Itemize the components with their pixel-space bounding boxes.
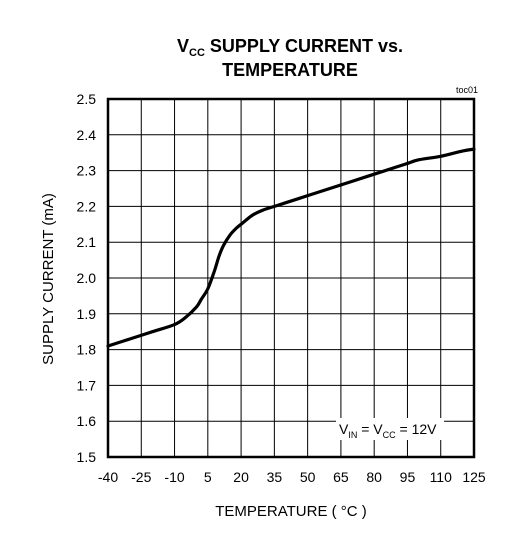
- annotation-vin: V: [339, 421, 349, 437]
- corner-tag: toc01: [456, 85, 478, 95]
- x-tick-label: -25: [131, 469, 151, 485]
- y-tick-label: 1.6: [77, 413, 97, 429]
- annotation-vin-sub: IN: [348, 430, 357, 440]
- title-rest: SUPPLY CURRENT vs.: [205, 36, 403, 56]
- y-tick-label: 1.8: [77, 342, 97, 358]
- y-tick-label: 2.3: [77, 163, 97, 179]
- x-tick-label: 125: [462, 469, 486, 485]
- y-tick-label: 1.7: [77, 377, 97, 393]
- x-tick-label: 20: [233, 469, 249, 485]
- y-tick-label: 2.5: [77, 91, 97, 107]
- annotation-eq1: = V: [357, 421, 383, 437]
- y-tick-label: 2.4: [77, 127, 97, 143]
- x-tick-label: 35: [267, 469, 283, 485]
- x-tick-label: 5: [204, 469, 212, 485]
- supply-current-line: [106, 147, 476, 348]
- plot-frame: [106, 97, 476, 459]
- annotation-vcc-sub: CC: [383, 430, 396, 440]
- series: [106, 147, 476, 348]
- title-cc-subscript: CC: [189, 47, 205, 59]
- grid: [107, 98, 475, 458]
- y-tick-label: 2.2: [77, 198, 97, 214]
- x-tick-label: 80: [366, 469, 382, 485]
- chart-title-line1: VCC SUPPLY CURRENT vs.: [177, 36, 403, 59]
- chart-title-line2: TEMPERATURE: [222, 60, 358, 80]
- y-tick-label: 2.1: [77, 234, 97, 250]
- x-tick-label: 95: [400, 469, 416, 485]
- plot-border: [106, 97, 476, 459]
- y-tick-label: 1.9: [77, 306, 97, 322]
- x-tick-label: 50: [300, 469, 316, 485]
- x-tick-label: -10: [164, 469, 184, 485]
- annotation-text: VIN = VCC = 12V: [339, 421, 437, 440]
- y-tick-labels: 1.5 1.6 1.7 1.8 1.9 2.0 2.1 2.2 2.3 2.4 2.5: [77, 91, 97, 465]
- x-tick-label: 110: [430, 469, 453, 485]
- x-axis-label: TEMPERATURE ( °C ): [215, 503, 367, 520]
- annotation-eq2: = 12V: [396, 421, 438, 437]
- annotation-bg: [336, 418, 444, 440]
- y-tick-label: 2.0: [77, 270, 97, 286]
- x-tick-labels: -40 -25 -10 5 20 35 50 65 80 95 110 125: [98, 469, 486, 485]
- y-tick-label: 1.5: [77, 449, 97, 465]
- x-tick-label: -40: [98, 469, 118, 485]
- title-v: V: [177, 36, 189, 56]
- x-tick-label: 65: [333, 469, 349, 485]
- y-axis-label: SUPPLY CURRENT (mA): [40, 193, 57, 365]
